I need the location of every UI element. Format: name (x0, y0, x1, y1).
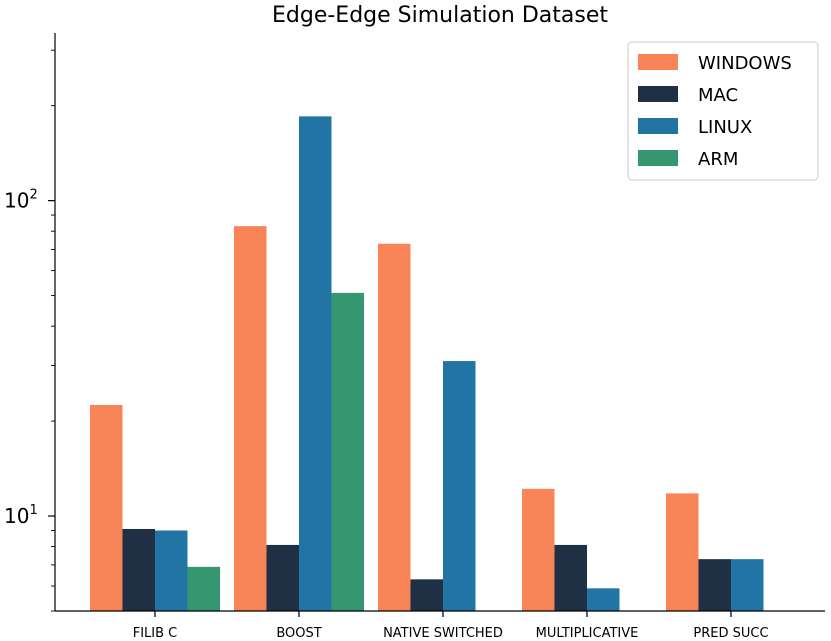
bar-arm-boost (331, 292, 364, 611)
bar-linux-native-switched (443, 361, 476, 611)
x-tick-label: BOOST (276, 626, 321, 641)
bar-linux-filib-c (155, 530, 188, 611)
bar-linux-pred-succ (731, 559, 764, 611)
bar-mac-native-switched (410, 579, 443, 611)
y-tick-exponent: 1 (29, 503, 37, 518)
x-tick-label: PRED SUCC (693, 626, 768, 641)
y-tick-label: 102 (4, 188, 38, 213)
bar-mac-multiplicative (554, 544, 587, 611)
legend-label-arm: ARM (698, 149, 738, 170)
bar-linux-multiplicative (587, 588, 620, 611)
bar-windows-multiplicative (522, 488, 555, 611)
legend-swatch-windows (638, 54, 678, 70)
bar-windows-boost (234, 226, 267, 611)
legend-swatch-arm (638, 150, 678, 166)
bar-linux-boost (299, 116, 332, 611)
y-tick-exponent: 2 (29, 188, 37, 203)
chart-title: Edge-Edge Simulation Dataset (272, 3, 608, 28)
legend-swatch-linux (638, 118, 678, 134)
bar-arm-filib-c (187, 566, 220, 611)
bar-windows-native-switched (378, 243, 411, 611)
x-tick-label: NATIVE SWITCHED (383, 626, 503, 641)
legend-label-linux: LINUX (698, 117, 752, 138)
y-tick-base: 10 (4, 189, 29, 213)
x-ticks: FILIB C BOOST NATIVE SWITCHED MULTIPLICATIV… (133, 611, 769, 641)
legend: WINDOWS MAC LINUX ARM (627, 41, 819, 181)
legend-swatch-mac (638, 86, 678, 102)
y-tick-base: 10 (4, 504, 29, 528)
plot-area (90, 116, 764, 611)
bar-mac-filib-c (122, 528, 155, 611)
legend-label-windows: WINDOWS (698, 53, 792, 74)
y-tick-label: 101 (4, 503, 38, 528)
bar-mac-pred-succ (698, 559, 731, 611)
bar-windows-pred-succ (666, 493, 699, 611)
bar-windows-filib-c (90, 404, 123, 611)
x-tick-label: FILIB C (133, 626, 178, 641)
legend-frame (627, 41, 819, 181)
bar-mac-boost (266, 544, 299, 611)
x-tick-label: MULTIPLICATIVE (536, 626, 639, 641)
legend-label-mac: MAC (698, 85, 738, 106)
